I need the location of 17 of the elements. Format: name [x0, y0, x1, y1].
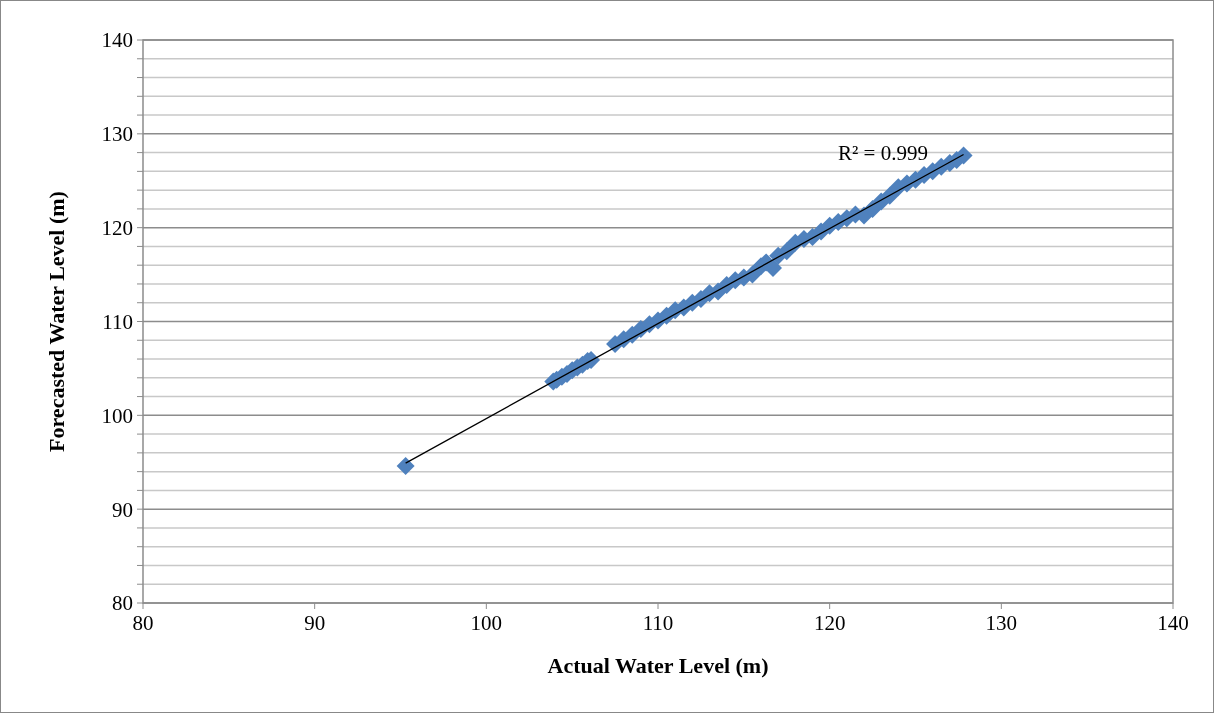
y-tick-label: 100 [101, 403, 133, 428]
x-tick-label: 140 [1157, 611, 1189, 635]
annotation: R² = 0.999 [838, 141, 928, 166]
x-tick-label: 120 [813, 611, 846, 635]
y-axis-title: Forecasted Water Level (m) [44, 191, 69, 452]
y-tick-label: 110 [102, 309, 133, 334]
x-tick-label: 90 [304, 611, 326, 635]
y-tick-label: 130 [101, 122, 133, 147]
y-tick-label: 120 [101, 216, 133, 241]
x-tick-label: 130 [985, 611, 1018, 635]
y-tick-label: 80 [112, 591, 133, 616]
y-tick-label: 90 [112, 497, 133, 522]
y-tick-label: 140 [101, 28, 133, 53]
x-axis-title: Actual Water Level (m) [547, 653, 769, 678]
x-tick-label: 80 [132, 611, 154, 635]
x-tick-label: 110 [642, 611, 674, 635]
x-tick-label: 100 [470, 611, 503, 635]
